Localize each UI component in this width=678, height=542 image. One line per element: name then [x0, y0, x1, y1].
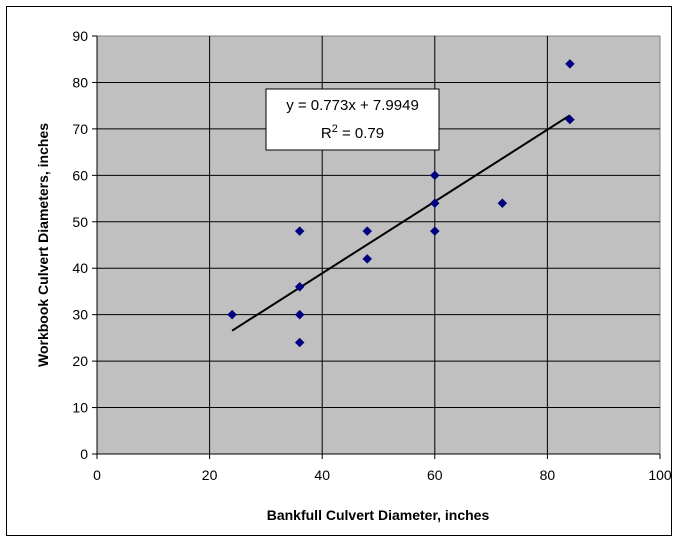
y-tick-label: 40 [72, 260, 88, 276]
data-point [362, 226, 373, 236]
x-tick-label: 60 [427, 467, 443, 483]
axes [92, 35, 661, 459]
data-point [294, 309, 305, 320]
data-points [227, 59, 575, 348]
y-tick-label: 30 [72, 307, 88, 323]
y-tick-label: 70 [72, 121, 88, 137]
grid-lines [97, 36, 660, 454]
y-tick-label: 50 [72, 214, 88, 230]
y-axis-title: Workbook Culvert Diameters, inches [35, 123, 51, 367]
data-point [227, 309, 237, 320]
equation-box-background [265, 88, 440, 151]
data-point [294, 226, 305, 236]
x-tick-label: 0 [93, 467, 101, 483]
trendline-equation-box: y = 0.773x + 7.9949 R2 = 0.79 [265, 88, 440, 151]
data-point [565, 59, 575, 69]
trendline-equation: y = 0.773x + 7.9949 [286, 97, 419, 114]
r-squared-label: R2 = 0.79 [321, 123, 384, 142]
data-point [294, 281, 305, 292]
x-tick-label: 20 [202, 467, 218, 483]
x-tick-label: 40 [314, 467, 330, 483]
y-tick-label: 20 [72, 353, 88, 369]
y-tick-label: 10 [72, 400, 88, 416]
x-axis-title: Bankfull Culvert Diameter, inches [267, 507, 490, 523]
y-tick-label: 90 [72, 28, 88, 44]
data-point [362, 254, 373, 264]
trendline-path [231, 114, 571, 332]
y-tick-label: 80 [72, 74, 88, 90]
data-point [429, 170, 440, 181]
y-tick-label: 0 [80, 446, 88, 462]
x-tick-label: 80 [540, 467, 556, 483]
data-point [294, 337, 305, 348]
data-point [429, 226, 440, 236]
data-point [497, 198, 508, 209]
trendline [231, 114, 571, 332]
y-tick-label: 60 [72, 167, 88, 183]
x-tick-label: 100 [648, 467, 672, 483]
tick-labels: 0 10 20 30 40 50 60 70 80 90 0 20 40 60 80 100 [72, 28, 671, 483]
data-point [429, 198, 440, 209]
data-point [565, 114, 575, 125]
